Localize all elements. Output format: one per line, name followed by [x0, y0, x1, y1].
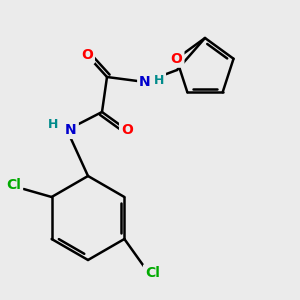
Text: N: N — [65, 123, 77, 137]
Text: O: O — [81, 48, 93, 62]
Text: Cl: Cl — [145, 266, 160, 280]
Text: Cl: Cl — [6, 178, 21, 192]
Text: O: O — [170, 52, 182, 66]
Text: N: N — [139, 75, 151, 89]
Text: O: O — [121, 123, 133, 137]
Text: H: H — [154, 74, 164, 86]
Text: H: H — [48, 118, 58, 131]
